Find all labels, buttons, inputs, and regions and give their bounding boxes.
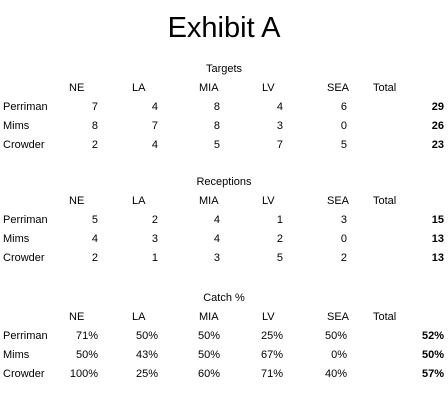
stat-cell: 2 [276, 233, 283, 245]
stat-cell: 50% [135, 330, 158, 342]
stat-cell: 4 [151, 101, 158, 113]
stat-cell: 40% [324, 368, 347, 380]
team-header: LA [132, 195, 146, 207]
team-header: LA [132, 311, 146, 323]
team-header: NE [69, 195, 85, 207]
stat-cell: 5 [276, 252, 283, 264]
stat-cell: 4 [213, 214, 220, 226]
player-name: Mims [3, 120, 30, 132]
team-header: LA [132, 82, 146, 94]
total-cell: 13 [431, 252, 444, 264]
total-header: Total [373, 311, 397, 323]
stat-cell: 5 [213, 139, 220, 151]
team-header: SEA [327, 82, 350, 94]
team-header: NE [69, 311, 85, 323]
player-name: Perriman [3, 101, 48, 113]
total-cell: 57% [421, 368, 444, 380]
total-cell: 15 [431, 214, 444, 226]
player-name: Crowder [3, 139, 45, 151]
stat-cell: 43% [135, 349, 158, 361]
team-header: NE [69, 82, 85, 94]
stat-cell: 6 [340, 101, 347, 113]
stat-cell: 60% [197, 368, 220, 380]
total-header: Total [373, 82, 397, 94]
section-title: Targets [205, 63, 243, 75]
stat-cell: 67% [260, 349, 283, 361]
total-cell: 52% [421, 330, 444, 342]
stat-cell: 8 [91, 120, 98, 132]
team-header: LV [262, 195, 275, 207]
stat-cell: 2 [91, 252, 98, 264]
stat-cell: 4 [91, 233, 98, 245]
stat-cell: 2 [91, 139, 98, 151]
stat-cell: 7 [276, 139, 283, 151]
stat-cell: 5 [340, 139, 347, 151]
stat-cell: 50% [324, 330, 347, 342]
stat-cell: 7 [91, 101, 98, 113]
exhibit-title: Exhibit A [167, 12, 281, 44]
stat-cell: 4 [213, 233, 220, 245]
stat-cell: 2 [151, 214, 158, 226]
stat-cell: 3 [340, 214, 347, 226]
stat-cell: 3 [276, 120, 283, 132]
player-name: Crowder [3, 252, 45, 264]
stat-cell: 50% [75, 349, 98, 361]
team-header: MIA [199, 82, 219, 94]
stat-cell: 8 [213, 101, 220, 113]
stat-cell: 71% [75, 330, 98, 342]
player-name: Perriman [3, 330, 48, 342]
stat-cell: 0% [331, 349, 347, 361]
team-header: MIA [199, 311, 219, 323]
stat-cell: 25% [260, 330, 283, 342]
stat-cell: 3 [151, 233, 158, 245]
total-cell: 13 [431, 233, 444, 245]
team-header: LV [262, 82, 275, 94]
stat-cell: 5 [91, 214, 98, 226]
total-header: Total [373, 195, 397, 207]
stat-cell: 50% [197, 349, 220, 361]
stat-cell: 1 [151, 252, 158, 264]
stat-cell: 50% [197, 330, 220, 342]
player-name: Mims [3, 349, 30, 361]
stat-cell: 0 [340, 120, 347, 132]
stat-cell: 0 [340, 233, 347, 245]
player-name: Mims [3, 233, 30, 245]
team-header: SEA [327, 311, 350, 323]
player-name: Perriman [3, 214, 48, 226]
stat-cell: 25% [135, 368, 158, 380]
stat-cell: 7 [151, 120, 158, 132]
player-name: Crowder [3, 368, 45, 380]
stat-cell: 100% [69, 368, 98, 380]
section-title: Catch % [203, 292, 245, 304]
team-header: LV [262, 311, 275, 323]
team-header: MIA [199, 195, 219, 207]
total-cell: 26 [431, 120, 444, 132]
total-cell: 50% [421, 349, 444, 361]
section-title: Receptions [196, 176, 252, 188]
stat-cell: 8 [213, 120, 220, 132]
stat-cell: 4 [151, 139, 158, 151]
stat-cell: 3 [213, 252, 220, 264]
total-cell: 29 [431, 101, 444, 113]
stat-cell: 4 [276, 101, 283, 113]
stat-cell: 71% [260, 368, 283, 380]
stat-cell: 2 [340, 252, 347, 264]
total-cell: 23 [431, 139, 444, 151]
team-header: SEA [327, 195, 350, 207]
stat-cell: 1 [276, 214, 283, 226]
